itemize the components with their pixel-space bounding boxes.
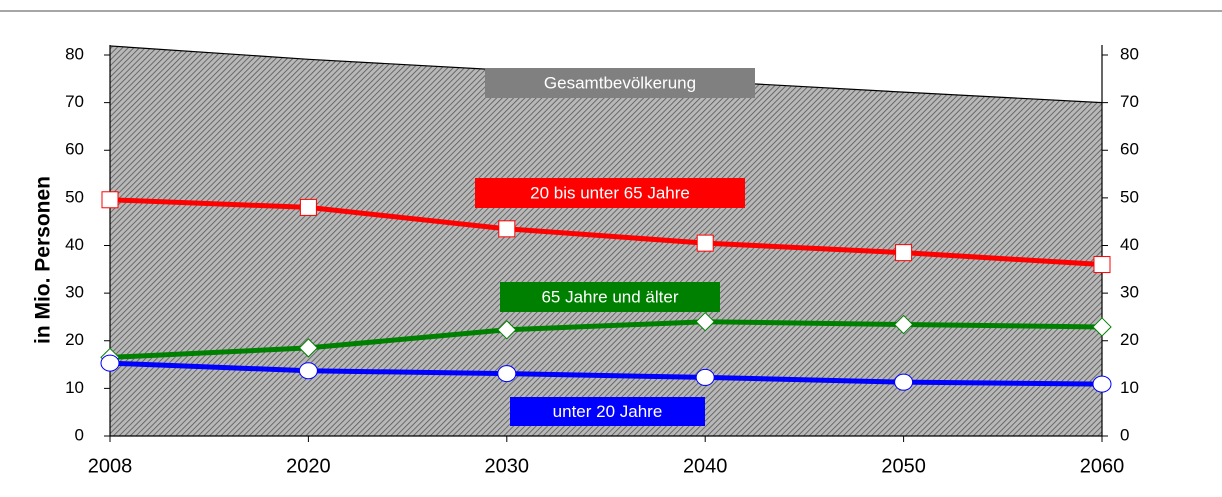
marker <box>1092 317 1112 337</box>
marker <box>894 373 914 391</box>
y2-tick-label: 70 <box>1120 92 1139 111</box>
y2-tick-label: 30 <box>1120 283 1139 302</box>
series-label: Gesamtbevölkerung <box>544 73 696 92</box>
y-tick-label: 30 <box>65 283 84 302</box>
area <box>110 45 1102 437</box>
y-tick-label: 40 <box>65 235 84 254</box>
marker <box>696 234 714 252</box>
y-tick-label: 0 <box>75 425 84 444</box>
x-tick-label: 2030 <box>485 455 530 477</box>
x-tick-label: 2020 <box>286 455 331 477</box>
marker <box>1093 256 1111 274</box>
series-label-box <box>500 282 720 312</box>
y2-tick-label: 10 <box>1120 378 1139 397</box>
marker <box>497 365 517 383</box>
marker <box>695 311 715 332</box>
y-axis-label: in Mio. Personen <box>32 176 55 344</box>
marker <box>498 220 516 238</box>
marker <box>893 314 914 335</box>
series-label-box <box>475 178 745 208</box>
series-label-box <box>485 68 755 98</box>
series-label: 65 Jahre und älter <box>541 287 678 306</box>
y-tick-label: 60 <box>65 140 84 159</box>
marker <box>695 368 715 386</box>
marker <box>298 338 319 358</box>
marker <box>895 244 913 262</box>
line <box>109 319 1103 360</box>
x-tick-label: 2040 <box>683 455 728 477</box>
line <box>109 197 1103 268</box>
y-tick-label: 20 <box>65 330 84 349</box>
y2-tick-label: 60 <box>1120 140 1139 159</box>
marker <box>1092 375 1112 393</box>
y2-tick-label: 40 <box>1120 235 1139 254</box>
y2-tick-label: 0 <box>1120 425 1129 444</box>
y-tick-label: 80 <box>65 44 84 63</box>
marker <box>298 362 318 380</box>
series-label-box <box>510 397 705 426</box>
marker <box>497 320 517 340</box>
series-label: unter 20 Jahre <box>553 402 663 421</box>
y-tick-label: 10 <box>65 378 84 397</box>
y2-tick-label: 20 <box>1120 330 1139 349</box>
y-tick-label: 70 <box>65 92 84 111</box>
series-label: 20 bis unter 65 Jahre <box>530 183 690 202</box>
x-tick-label: 2008 <box>88 455 133 477</box>
marker <box>101 191 119 209</box>
y2-tick-label: 50 <box>1120 187 1139 206</box>
y-tick-label: 50 <box>65 187 84 206</box>
line <box>109 360 1103 387</box>
marker <box>299 198 317 216</box>
x-tick-label: 2050 <box>881 455 926 477</box>
x-tick-label: 2060 <box>1080 455 1125 477</box>
y2-tick-label: 80 <box>1120 44 1139 63</box>
marker <box>100 354 120 372</box>
